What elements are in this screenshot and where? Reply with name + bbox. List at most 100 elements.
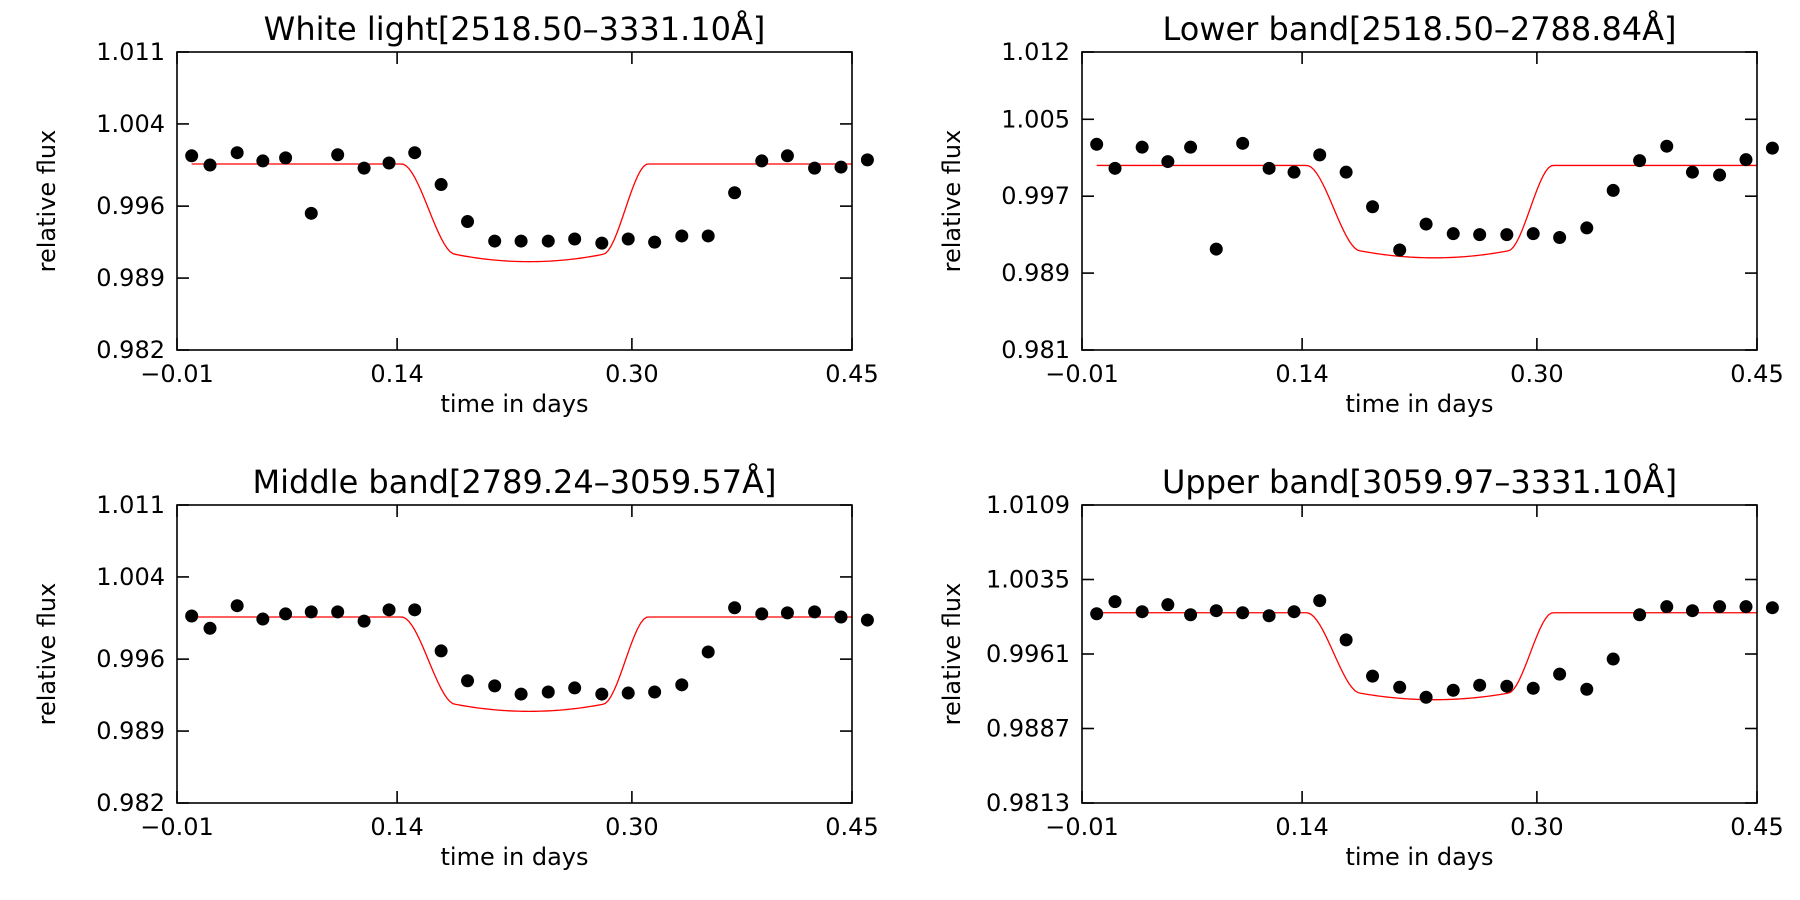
data-point <box>304 206 318 220</box>
y-tick-label: 0.9887 <box>986 715 1070 743</box>
y-tick-label: 1.004 <box>96 563 165 591</box>
data-point <box>1526 681 1540 695</box>
data-point <box>541 685 555 699</box>
data-point <box>1161 155 1175 169</box>
data-point <box>1633 608 1647 622</box>
data-point <box>1660 139 1674 153</box>
data-point <box>357 614 371 628</box>
data-point <box>1606 652 1620 666</box>
data-point <box>1161 598 1175 612</box>
data-point <box>514 234 528 248</box>
x-tick-label: −0.01 <box>1045 813 1119 841</box>
data-point <box>728 601 742 615</box>
data-point <box>1580 221 1594 235</box>
x-tick-label: −0.01 <box>140 813 214 841</box>
panel-lower-band: Lower band[2518.50–2788.84Å] −0.01 0.14 0.3… <box>938 10 1784 418</box>
data-point <box>595 687 609 701</box>
data-point <box>1135 140 1149 154</box>
data-point <box>568 232 582 246</box>
data-point <box>808 605 822 619</box>
plot-frame <box>1081 51 1758 351</box>
x-tick-label: −0.01 <box>140 360 214 388</box>
x-axis-label: time in days <box>1345 390 1493 418</box>
data-point <box>434 644 448 658</box>
y-axis-label: relative flux <box>33 583 61 726</box>
data-point <box>1184 140 1198 154</box>
data-point <box>1236 136 1250 150</box>
x-tick-label: 0.45 <box>1730 360 1783 388</box>
transit-model-curve <box>1096 164 1757 259</box>
y-tick-label: 1.012 <box>1001 38 1070 66</box>
y-tick-label: 1.0035 <box>986 566 1070 594</box>
data-point <box>256 154 270 168</box>
y-tick-label: 1.005 <box>1001 105 1070 133</box>
data-point <box>1685 165 1699 179</box>
plot-frame <box>176 51 853 351</box>
data-point <box>780 149 794 163</box>
x-tick-label: 0.45 <box>825 360 878 388</box>
data-point <box>1090 137 1104 151</box>
x-tick-label: 0.14 <box>1275 813 1328 841</box>
data-point <box>331 605 345 619</box>
data-point <box>408 603 422 617</box>
data-point <box>461 674 475 688</box>
y-axis-label: relative flux <box>33 130 61 273</box>
x-axis-label: time in days <box>440 843 588 871</box>
data-point <box>408 146 422 160</box>
data-point <box>1108 161 1122 175</box>
data-point <box>568 681 582 695</box>
chart-title: Lower band[2518.50–2788.84Å] <box>1162 10 1676 48</box>
data-point <box>382 156 396 170</box>
data-point <box>1262 161 1276 175</box>
data-point <box>1739 600 1753 614</box>
data-point <box>279 607 293 621</box>
data-point <box>331 148 345 162</box>
data-point <box>621 686 635 700</box>
data-point <box>230 599 244 613</box>
data-point <box>780 606 794 620</box>
data-point <box>185 609 199 623</box>
data-point <box>834 160 848 174</box>
chart-title: Middle band[2789.24–3059.57Å] <box>253 463 777 501</box>
chart-title: White light[2518.50–3331.10Å] <box>264 10 766 48</box>
x-axis-label: time in days <box>440 390 588 418</box>
data-point <box>1580 682 1594 696</box>
data-point <box>1393 680 1407 694</box>
x-tick-label: 0.30 <box>1510 813 1563 841</box>
data-point <box>1262 609 1276 623</box>
x-tick-label: −0.01 <box>1045 360 1119 388</box>
y-tick-label: 1.0109 <box>986 491 1070 519</box>
y-axis-label: relative flux <box>938 583 966 726</box>
y-tick-label: 0.989 <box>1001 259 1070 287</box>
data-point <box>1633 154 1647 168</box>
data-point <box>1339 165 1353 179</box>
data-point <box>1236 606 1250 620</box>
data-point <box>541 234 555 248</box>
data-point <box>1135 605 1149 619</box>
data-point <box>1713 168 1727 182</box>
data-point <box>1090 607 1104 621</box>
data-point <box>675 678 689 692</box>
data-point <box>1209 242 1223 256</box>
data-point <box>304 605 318 619</box>
data-point <box>755 607 769 621</box>
panel-white-light: White light[2518.50–3331.10Å] −0.01 0.14 0.… <box>33 10 879 418</box>
data-point <box>1500 679 1514 693</box>
y-tick-label: 0.9813 <box>986 789 1070 817</box>
data-point <box>1446 683 1460 697</box>
data-point <box>755 154 769 168</box>
data-point <box>701 229 715 243</box>
data-point <box>1685 604 1699 618</box>
x-tick-label: 0.14 <box>370 360 423 388</box>
data-point <box>1419 217 1433 231</box>
data-point <box>203 158 217 172</box>
data-point <box>860 153 874 167</box>
data-point <box>701 645 715 659</box>
x-tick-label: 0.45 <box>825 813 878 841</box>
y-tick-label: 0.989 <box>96 264 165 292</box>
plot-frame <box>176 504 853 804</box>
data-point <box>808 161 822 175</box>
x-tick-label: 0.14 <box>370 813 423 841</box>
data-point <box>1473 228 1487 242</box>
